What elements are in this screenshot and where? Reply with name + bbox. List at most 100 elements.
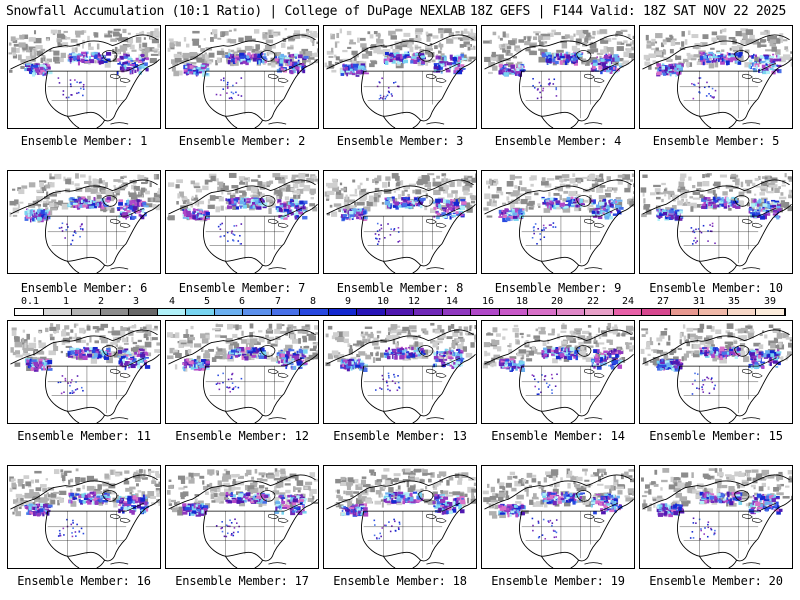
snow-cell [681,198,684,202]
snow-cell [465,192,473,195]
snow-cell [456,62,461,64]
snow-cell [249,323,254,329]
snow-cell [699,77,702,79]
snow-cell [233,198,238,203]
snow-cell [390,35,397,40]
snow-cell [80,199,83,203]
snow-cell [82,355,88,361]
snow-cell [279,324,285,327]
snow-cell [771,199,776,202]
snow-cell [452,212,458,215]
snow-cell [185,210,191,214]
snow-cell [290,198,293,201]
snow-cell [553,204,557,210]
snow-cell [489,178,492,184]
snow-cell [82,204,87,208]
snow-cell [439,42,442,46]
snow-cell [216,382,219,385]
snow-cell [696,188,701,192]
snow-cell [646,44,652,49]
snow-cell [591,183,599,187]
snow-cell [326,198,330,201]
snow-cell [555,202,561,206]
snow-cell [138,202,142,206]
snow-cell [119,61,122,64]
snow-cell [134,202,137,207]
snow-cell [215,93,218,96]
snow-cell [352,179,356,183]
snow-cell [30,366,34,372]
snow-cell [344,199,350,205]
snow-cell [669,34,673,38]
snow-cell [53,331,57,334]
snow-cell [770,180,778,183]
snow-cell [187,69,193,72]
snow-cell [572,60,576,65]
snow-cell [205,67,210,71]
snow-cell [414,46,422,49]
snow-cell [291,209,294,214]
snow-cell [145,190,150,195]
snow-cell [395,54,401,57]
map-outline [699,98,759,122]
snow-cell [785,49,789,52]
snow-cell [604,38,612,42]
snow-cell [518,72,523,77]
snow-cell [576,30,583,36]
snow-cell [342,70,345,72]
snow-cell [298,338,301,344]
snow-cell [353,57,357,61]
snow-cell [249,206,256,209]
snow-cell [120,327,127,332]
snow-cell [512,212,518,216]
snow-cell [538,48,544,51]
snow-cell [665,207,670,212]
snow-cell [618,63,622,65]
snow-cell [239,204,244,206]
snow-cell [398,205,402,207]
snow-cell [257,348,262,352]
snow-cell [708,56,714,59]
snow-cell [339,193,344,197]
snow-cell [509,204,515,210]
snow-cell [769,66,774,71]
snow-cell [134,189,137,194]
snow-cell [409,206,413,209]
snow-cell [158,187,160,192]
snow-cell [130,364,136,369]
snow-cell [296,361,302,366]
snow-cell [681,41,685,47]
snow-cell [221,53,228,58]
snow-cell [146,352,152,357]
snow-cell [68,96,70,99]
snow-cell [30,65,33,71]
snow-cell [790,191,792,196]
snow-cell [140,190,143,196]
snow-cell [104,57,107,60]
snow-cell [293,30,301,34]
snow-cell [671,205,677,210]
snow-cell [53,346,59,352]
snow-cell [198,367,201,371]
snow-cell [105,51,112,56]
snow-cell [498,216,504,218]
snow-cell [717,35,725,39]
snow-cell [569,204,575,207]
snow-cell [227,205,233,209]
snow-cell [400,180,404,186]
snow-cell [232,205,237,210]
snow-cell [226,92,228,94]
snow-cell [175,184,180,189]
snow-cell [33,212,36,218]
snow-cell [651,48,656,51]
snow-cell [245,61,249,66]
snow-cell [144,341,152,348]
snow-cell [152,204,156,208]
map-outline [110,73,131,83]
snow-cell [404,189,408,192]
snow-cell [537,203,541,207]
snow-cell [152,328,158,331]
snow-cell [776,205,781,209]
snow-cell [44,67,48,69]
snow-cell [63,30,68,33]
